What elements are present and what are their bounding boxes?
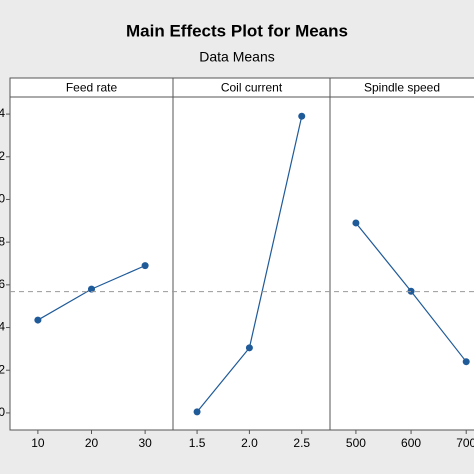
x-tick-label: 700 [456, 436, 474, 450]
point [407, 287, 415, 295]
x-tick-label: 500 [346, 436, 366, 450]
point [245, 344, 253, 352]
point [88, 285, 95, 293]
panel-title: Spindle speed [364, 81, 440, 95]
point [298, 112, 306, 120]
y-tick-label: 2 [0, 362, 5, 376]
y-tick-label: 6 [0, 277, 5, 291]
point [34, 316, 42, 324]
point [462, 358, 470, 366]
x-tick-label: 2.5 [293, 436, 310, 450]
panel-header [329, 77, 474, 98]
point [352, 219, 360, 227]
point [193, 408, 201, 416]
x-tick-label: 10 [31, 436, 45, 450]
y-tick-label: 0 [0, 192, 5, 206]
x-tick-label: 1.5 [189, 436, 206, 450]
y-tick-label: 2 [0, 149, 5, 163]
x-tick-label: 30 [138, 436, 152, 450]
y-tick-label: 4 [0, 106, 5, 120]
chart-title: Main Effects Plot for Means [126, 21, 348, 40]
x-tick-label: 2.0 [241, 436, 258, 450]
panel-title: Feed rate [66, 81, 118, 95]
panel-title: Coil current [221, 81, 283, 95]
x-tick-label: 20 [85, 436, 99, 450]
chart-subtitle: Data Means [199, 49, 274, 65]
x-tick-label: 600 [401, 436, 421, 450]
y-tick-label: 4 [0, 320, 5, 334]
y-tick-label: 8 [0, 234, 5, 248]
y-tick-label: 0 [0, 405, 5, 419]
plot-area [9, 96, 474, 431]
point [141, 262, 149, 270]
